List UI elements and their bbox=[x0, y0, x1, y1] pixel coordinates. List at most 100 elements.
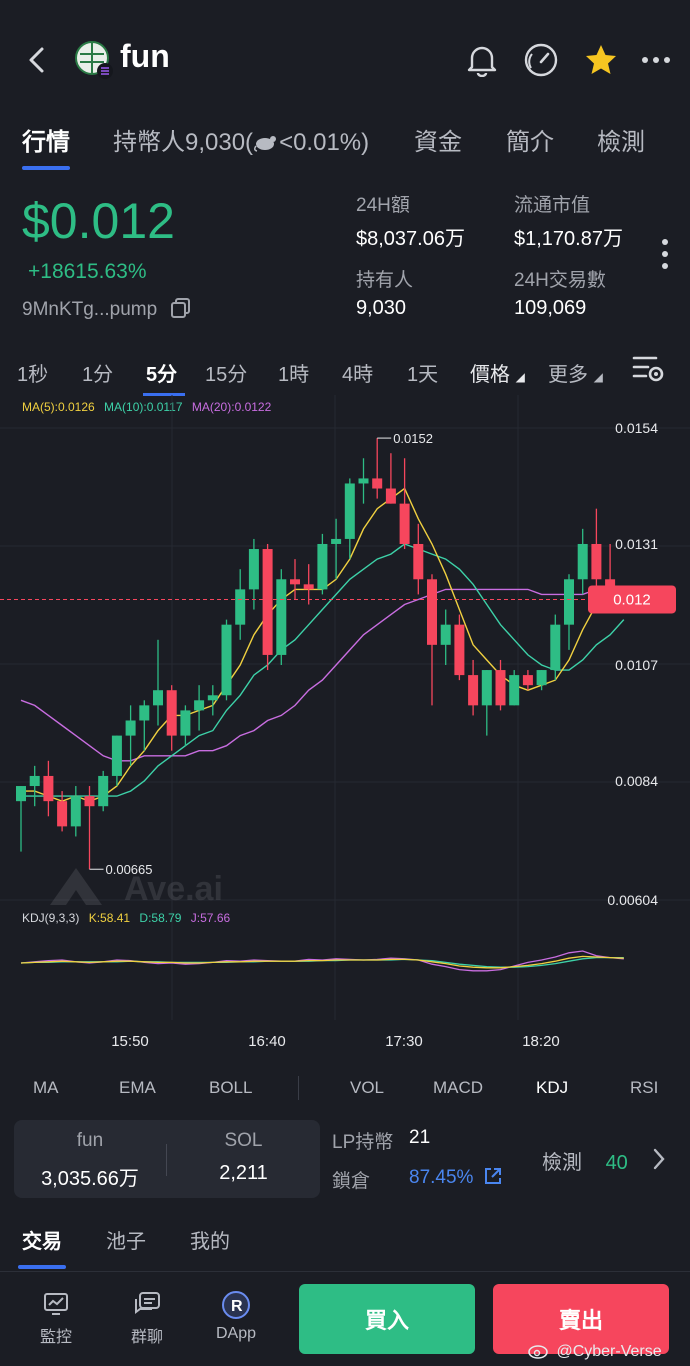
more-dots-icon bbox=[642, 57, 670, 63]
candle bbox=[564, 574, 574, 650]
interval-15m[interactable]: 15分 bbox=[205, 364, 248, 386]
candle-body bbox=[290, 579, 300, 585]
volume-value: $8,037.06万 bbox=[356, 228, 465, 250]
ma10-line bbox=[21, 543, 625, 797]
candle bbox=[29, 765, 40, 807]
candle bbox=[111, 735, 122, 787]
kdj-j: J:57.66 bbox=[190, 911, 231, 925]
bell-icon bbox=[467, 46, 497, 77]
tab-market[interactable]: 行情 bbox=[22, 129, 70, 156]
candle bbox=[495, 659, 506, 711]
stats-menu-button[interactable] bbox=[660, 238, 676, 272]
volume-label: 24H額 bbox=[356, 195, 410, 216]
dapp-icon: R bbox=[222, 1291, 250, 1319]
y-tick-label: 0.00604 bbox=[607, 892, 658, 908]
candle-body bbox=[564, 579, 574, 625]
candle-body bbox=[427, 579, 437, 645]
indicator-kdj[interactable]: KDJ bbox=[536, 1078, 569, 1097]
rat-icon bbox=[254, 136, 277, 152]
candle bbox=[248, 538, 259, 610]
check-link[interactable]: 檢測 40 bbox=[542, 1146, 628, 1175]
tab-intro[interactable]: 簡介 bbox=[506, 129, 554, 156]
gauge-icon bbox=[524, 43, 558, 77]
candle bbox=[399, 458, 410, 550]
chat-icon bbox=[135, 1292, 160, 1314]
candle bbox=[522, 670, 533, 691]
tab-check[interactable]: 檢測 bbox=[597, 129, 645, 156]
interval-1h[interactable]: 1時 bbox=[278, 364, 310, 386]
indicator-boll[interactable]: BOLL bbox=[209, 1078, 253, 1097]
candle-body bbox=[276, 579, 287, 655]
candle-body bbox=[98, 775, 109, 807]
chart-grid bbox=[0, 395, 690, 1020]
candle bbox=[317, 533, 328, 595]
monitor-icon bbox=[44, 1293, 68, 1315]
candle-body bbox=[509, 675, 520, 706]
indicator-macd[interactable]: MACD bbox=[433, 1078, 484, 1097]
more-button[interactable] bbox=[636, 40, 676, 80]
gauge-button[interactable] bbox=[521, 40, 561, 80]
candle bbox=[180, 705, 191, 746]
ma5-legend: MA(5):0.0126 bbox=[22, 400, 95, 414]
sell-button[interactable]: 賣出 bbox=[493, 1284, 669, 1354]
candle-body bbox=[207, 695, 218, 701]
check-chevron-icon[interactable] bbox=[652, 1148, 666, 1175]
token-logo bbox=[74, 40, 114, 80]
candle-body bbox=[153, 690, 163, 706]
tab-trades[interactable]: 交易 bbox=[22, 1231, 62, 1253]
candle bbox=[166, 685, 177, 751]
favorite-button[interactable] bbox=[581, 40, 621, 80]
watermark-logo: Ave.ai bbox=[50, 868, 223, 908]
interval-4h[interactable]: 4時 bbox=[342, 364, 374, 386]
price-type-dropdown[interactable]: 價格 ◢ bbox=[470, 358, 525, 387]
tab-funds[interactable]: 資金 bbox=[414, 129, 462, 156]
more-intervals-dropdown[interactable]: 更多 ◢ bbox=[548, 358, 603, 387]
candle-body bbox=[57, 801, 68, 827]
indicator-ema[interactable]: EMA bbox=[119, 1078, 156, 1097]
pool-sol-label: SOL bbox=[224, 1130, 263, 1151]
nav-group-chat[interactable]: 群聊 bbox=[112, 1290, 182, 1347]
interval-1m[interactable]: 1分 bbox=[82, 364, 114, 386]
tab-holders-label: 持幣人9,030( bbox=[113, 129, 254, 156]
candle-body bbox=[372, 478, 383, 489]
indicator-vol[interactable]: VOL bbox=[350, 1078, 385, 1097]
token-title: fun bbox=[120, 38, 170, 74]
check-score: 40 bbox=[605, 1152, 628, 1174]
price-change: +18615.63% bbox=[28, 260, 147, 283]
watermark-text: Ave.ai bbox=[124, 870, 223, 908]
indicator-rsi[interactable]: RSI bbox=[630, 1078, 659, 1097]
kdj-legend: KDJ(9,3,3) K:58.41 D:58.79 J:57.66 bbox=[22, 911, 230, 925]
candle bbox=[262, 543, 273, 671]
candle-body bbox=[111, 735, 122, 776]
interval-5m[interactable]: 5分 bbox=[146, 364, 178, 386]
tab-mine[interactable]: 我的 bbox=[190, 1231, 230, 1253]
price-chart[interactable]: Ave.ai 0.0152 0.00665 0.012 0.0154 0.0131 0.… bbox=[0, 390, 690, 1065]
nav-group-label: 群聊 bbox=[130, 1329, 163, 1346]
candle-body bbox=[43, 775, 54, 802]
candle-body bbox=[481, 670, 492, 706]
nav-dapp[interactable]: R DApp bbox=[201, 1290, 271, 1343]
candle-body bbox=[194, 700, 205, 711]
candle-body bbox=[591, 543, 602, 580]
lp-value: 21 bbox=[409, 1127, 431, 1148]
lock-link[interactable]: 87.45% bbox=[409, 1166, 503, 1189]
lock-label: 鎖倉 bbox=[332, 1171, 371, 1192]
chart-settings-button[interactable] bbox=[632, 354, 664, 389]
lock-value: 87.45% bbox=[409, 1167, 474, 1188]
last-price-label: 0.012 bbox=[613, 591, 651, 608]
back-button[interactable] bbox=[16, 40, 56, 80]
interval-1d[interactable]: 1天 bbox=[407, 364, 439, 386]
buy-button[interactable]: 買入 bbox=[299, 1284, 475, 1354]
bell-button[interactable] bbox=[462, 40, 502, 80]
caret-down-icon: ◢ bbox=[515, 370, 525, 384]
interval-1s[interactable]: 1秒 bbox=[17, 364, 49, 386]
copy-icon[interactable] bbox=[170, 297, 192, 319]
ma-legend: MA(5):0.0126 MA(10):0.0117 MA(20):0.0122 bbox=[22, 400, 271, 414]
candle-body bbox=[358, 478, 369, 484]
tab-pools[interactable]: 池子 bbox=[106, 1231, 146, 1253]
candle-body bbox=[29, 775, 40, 787]
pool-card: fun 3,035.66万 SOL 2,211 bbox=[14, 1120, 320, 1198]
tab-holders[interactable]: 持幣人9,030(<0.01%) bbox=[113, 122, 369, 157]
indicator-ma[interactable]: MA bbox=[33, 1078, 59, 1097]
nav-monitor[interactable]: 監控 bbox=[21, 1290, 91, 1347]
